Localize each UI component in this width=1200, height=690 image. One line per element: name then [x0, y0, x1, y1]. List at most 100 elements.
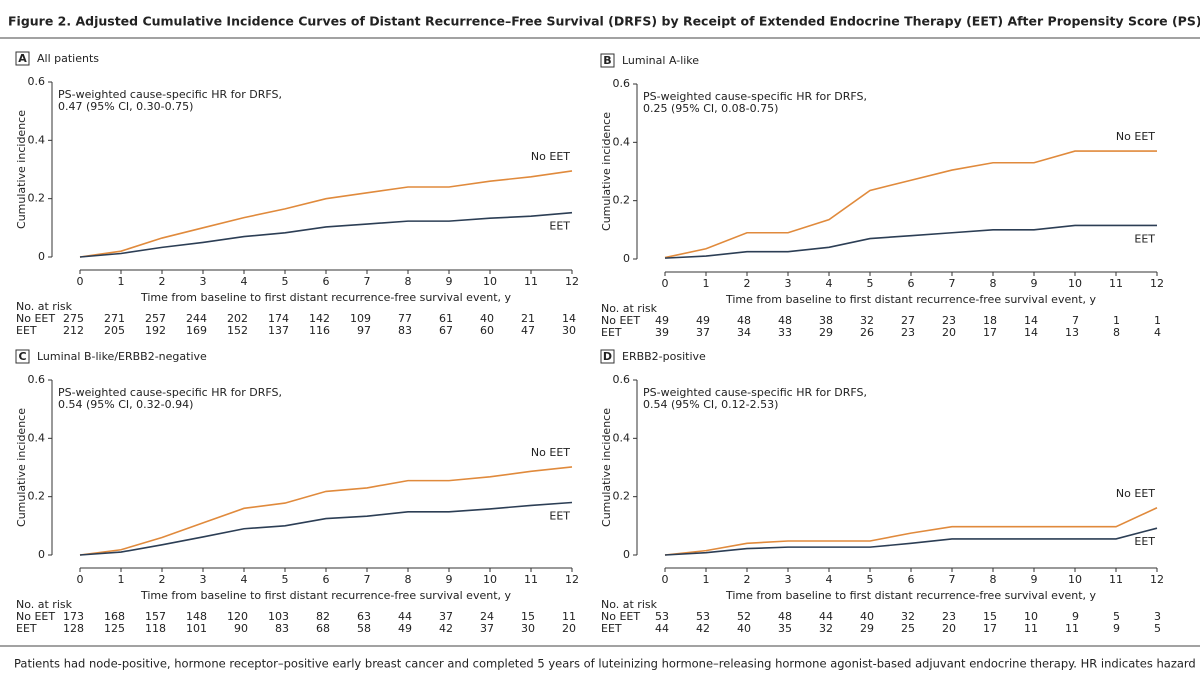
x-tick-label: 2: [159, 275, 166, 288]
risk-count: 174: [268, 312, 289, 325]
risk-count: 244: [186, 312, 207, 325]
x-tick-label: 8: [990, 277, 997, 290]
y-tick-label: 0: [38, 548, 45, 561]
x-tick-label: 0: [662, 277, 669, 290]
x-tick-label: 2: [744, 573, 751, 586]
risk-count: 5: [1154, 622, 1161, 635]
risk-count: 30: [562, 324, 576, 337]
risk-count: 48: [737, 314, 751, 327]
panel-letter: C: [18, 350, 26, 363]
x-tick-label: 2: [159, 573, 166, 586]
risk-count: 118: [145, 622, 166, 635]
x-tick-label: 1: [118, 573, 125, 586]
risk-count: 40: [737, 622, 751, 635]
risk-count: 37: [480, 622, 494, 635]
x-tick-label: 7: [949, 277, 956, 290]
risk-count: 52: [737, 610, 751, 623]
footnote: Patients had node-positive, hormone rece…: [14, 657, 1200, 671]
x-axis-title: Time from baseline to first distant recu…: [725, 293, 1097, 306]
risk-count: 67: [439, 324, 453, 337]
series-line: [664, 527, 1158, 556]
risk-count: 82: [316, 610, 330, 623]
y-tick-label: 0: [623, 252, 630, 265]
risk-row-label: No EET: [16, 610, 55, 623]
series-line: [664, 150, 1157, 259]
figure-title: Figure 2. Adjusted Cumulative Incidence …: [8, 14, 1200, 29]
risk-table-title: No. at risk: [601, 598, 658, 611]
risk-count: 90: [234, 622, 248, 635]
risk-count: 29: [819, 326, 833, 339]
panel-title: All patients: [37, 52, 99, 65]
annotation: 0.25 (95% CI, 0.08-0.75): [643, 102, 778, 115]
x-tick-label: 4: [241, 275, 248, 288]
x-tick-label: 12: [565, 573, 579, 586]
series-line: [664, 224, 1157, 259]
series-line: [79, 501, 573, 556]
risk-row-label: EET: [601, 326, 622, 339]
y-tick-label: 0.6: [613, 77, 631, 90]
risk-table-title: No. at risk: [601, 302, 658, 315]
risk-count: 20: [942, 622, 956, 635]
x-tick-label: 6: [908, 277, 915, 290]
x-tick-label: 0: [77, 275, 84, 288]
risk-count: 14: [562, 312, 576, 325]
x-tick-label: 0: [77, 573, 84, 586]
risk-count: 20: [942, 326, 956, 339]
risk-count: 120: [227, 610, 248, 623]
x-tick-label: 9: [1031, 277, 1038, 290]
risk-count: 26: [860, 326, 874, 339]
x-tick-label: 8: [990, 573, 997, 586]
risk-count: 15: [521, 610, 535, 623]
y-tick-label: 0.4: [28, 133, 46, 146]
x-tick-label: 9: [1031, 573, 1038, 586]
x-tick-label: 7: [364, 573, 371, 586]
panel-letter-box: [600, 53, 615, 68]
y-tick-label: 0.2: [613, 194, 631, 207]
risk-count: 5: [1113, 610, 1120, 623]
y-tick-label: 0.2: [28, 490, 46, 503]
annotation: PS-weighted cause-specific HR for DRFS,: [643, 386, 867, 399]
risk-count: 13: [1065, 326, 1079, 339]
risk-count: 77: [398, 312, 412, 325]
x-tick-label: 12: [1150, 277, 1164, 290]
risk-count: 32: [901, 610, 915, 623]
risk-count: 137: [268, 324, 289, 337]
x-tick-label: 5: [867, 573, 874, 586]
risk-count: 23: [901, 326, 915, 339]
risk-count: 37: [696, 326, 710, 339]
x-tick-label: 10: [1068, 277, 1082, 290]
risk-count: 24: [480, 610, 494, 623]
y-axis-title: Cumulative incidence: [15, 408, 28, 527]
risk-count: 48: [778, 610, 792, 623]
x-tick-label: 12: [565, 275, 579, 288]
risk-count: 29: [860, 622, 874, 635]
risk-count: 128: [63, 622, 84, 635]
x-tick-label: 10: [483, 573, 497, 586]
risk-count: 142: [309, 312, 330, 325]
y-tick-label: 0: [38, 250, 45, 263]
x-tick-label: 1: [118, 275, 125, 288]
y-tick-label: 0.2: [28, 192, 46, 205]
x-tick-label: 3: [200, 573, 207, 586]
x-tick-label: 3: [785, 573, 792, 586]
series-label: No EET: [1116, 130, 1155, 143]
risk-count: 101: [186, 622, 207, 635]
x-tick-label: 12: [1150, 573, 1164, 586]
y-tick-label: 0.6: [28, 75, 46, 88]
risk-count: 9: [1072, 610, 1079, 623]
panel-letter-box: [15, 51, 30, 66]
x-tick-label: 11: [1109, 573, 1123, 586]
x-axis-title: Time from baseline to first distant recu…: [725, 589, 1097, 602]
series-label: No EET: [531, 150, 570, 163]
risk-count: 192: [145, 324, 166, 337]
risk-count: 10: [1024, 610, 1038, 623]
panel-letter-box: [15, 349, 30, 364]
x-tick-label: 3: [200, 275, 207, 288]
series-label: EET: [549, 220, 570, 233]
risk-count: 49: [398, 622, 412, 635]
risk-count: 205: [104, 324, 125, 337]
x-tick-label: 4: [826, 277, 833, 290]
series-line: [664, 507, 1158, 556]
risk-count: 25: [901, 622, 915, 635]
annotation: 0.47 (95% CI, 0.30-0.75): [58, 100, 193, 113]
